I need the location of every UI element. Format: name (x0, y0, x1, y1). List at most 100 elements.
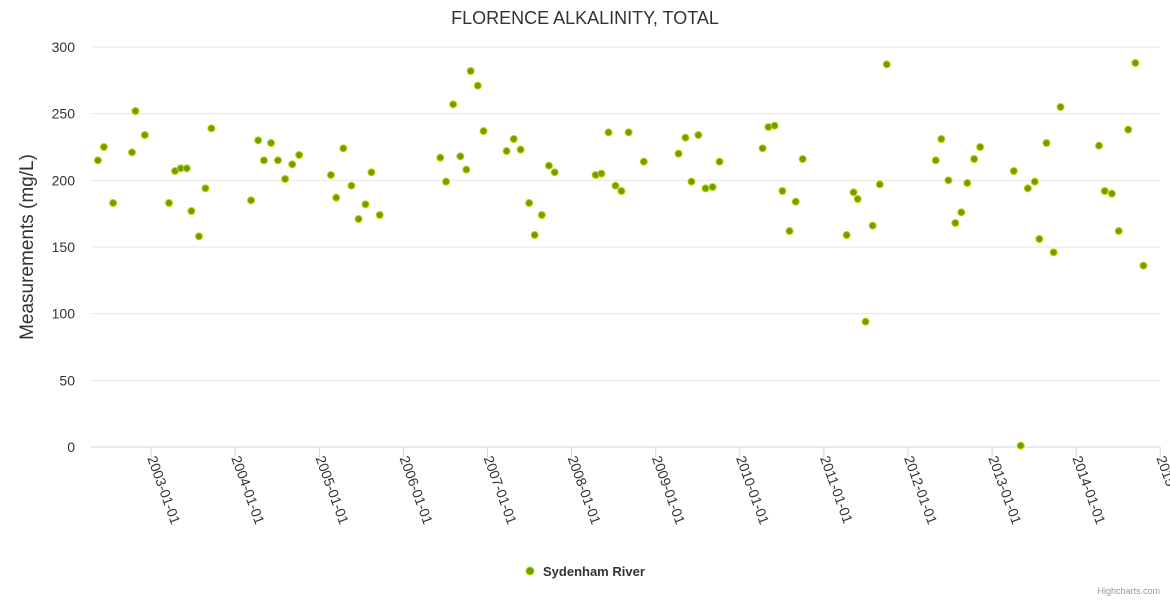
data-point[interactable] (347, 181, 356, 190)
data-point[interactable] (466, 67, 475, 75)
data-point[interactable] (201, 184, 210, 193)
data-point[interactable] (550, 168, 559, 177)
data-point[interactable] (247, 196, 256, 205)
data-point[interactable] (473, 81, 482, 90)
data-point[interactable] (93, 156, 102, 165)
data-point[interactable] (281, 175, 290, 183)
data-point[interactable] (701, 184, 710, 193)
data-point[interactable] (875, 180, 884, 189)
data-point[interactable] (254, 136, 263, 145)
data-point[interactable] (288, 160, 297, 169)
data-point[interactable] (367, 168, 376, 177)
data-point[interactable] (479, 127, 488, 135)
data-point[interactable] (127, 148, 136, 157)
data-point[interactable] (1100, 187, 1109, 195)
x-tick-label: 2008-01-01 (565, 454, 605, 527)
data-point[interactable] (617, 187, 626, 195)
data-point[interactable] (187, 207, 196, 215)
data-point[interactable] (798, 155, 807, 163)
data-point[interactable] (332, 193, 341, 202)
data-point[interactable] (544, 161, 553, 170)
data-point[interactable] (456, 152, 465, 161)
data-point[interactable] (1009, 167, 1018, 175)
data-point[interactable] (207, 124, 216, 133)
data-point[interactable] (1030, 177, 1039, 186)
data-point[interactable] (1042, 139, 1051, 147)
data-point[interactable] (681, 133, 690, 142)
data-point[interactable] (778, 187, 787, 195)
data-point[interactable] (326, 171, 335, 179)
x-tick-label: 2005-01-01 (313, 454, 353, 527)
data-point[interactable] (853, 195, 862, 203)
data-point[interactable] (516, 145, 525, 154)
data-point[interactable] (339, 144, 348, 153)
data-point[interactable] (295, 151, 304, 159)
data-point[interactable] (708, 183, 717, 191)
data-point[interactable] (273, 156, 282, 165)
y-gridlines (91, 46, 1160, 381)
data-point[interactable] (944, 176, 953, 185)
data-point[interactable] (525, 199, 534, 207)
data-point[interactable] (165, 199, 174, 207)
data-point[interactable] (1056, 103, 1065, 111)
data-point[interactable] (611, 181, 620, 190)
data-point[interactable] (604, 128, 613, 137)
data-point[interactable] (597, 169, 606, 178)
data-point[interactable] (449, 100, 458, 109)
data-point[interactable] (842, 231, 851, 239)
data-point[interactable] (937, 135, 946, 143)
data-point[interactable] (462, 165, 471, 174)
data-point[interactable] (687, 177, 696, 186)
data-point[interactable] (1049, 248, 1058, 257)
data-point[interactable] (694, 131, 703, 139)
data-point[interactable] (267, 139, 276, 147)
data-point[interactable] (674, 149, 683, 158)
data-point[interactable] (758, 144, 767, 153)
data-point[interactable] (99, 143, 108, 151)
data-point[interactable] (1035, 235, 1044, 243)
data-point[interactable] (1107, 189, 1116, 198)
data-point[interactable] (375, 211, 384, 219)
data-point[interactable] (785, 227, 794, 235)
data-point[interactable] (194, 232, 203, 241)
data-point[interactable] (1114, 227, 1123, 235)
data-point[interactable] (970, 155, 979, 163)
data-point[interactable] (182, 164, 191, 173)
data-point[interactable] (1139, 261, 1148, 270)
data-point[interactable] (1016, 441, 1025, 450)
data-point[interactable] (1023, 184, 1032, 193)
data-point[interactable] (1124, 125, 1133, 134)
data-point[interactable] (639, 157, 648, 166)
data-point[interactable] (868, 221, 877, 230)
data-point[interactable] (109, 199, 118, 207)
data-point[interactable] (951, 219, 960, 227)
data-point[interactable] (1131, 59, 1140, 67)
data-point[interactable] (791, 197, 800, 206)
data-point[interactable] (354, 215, 363, 223)
data-point[interactable] (436, 153, 445, 162)
data-point[interactable] (861, 317, 870, 326)
data-point[interactable] (537, 211, 546, 219)
data-point[interactable] (963, 179, 972, 187)
data-point[interactable] (882, 60, 891, 69)
data-point[interactable] (849, 188, 858, 197)
data-point[interactable] (976, 143, 985, 151)
data-point[interactable] (1094, 141, 1103, 150)
data-point[interactable] (509, 135, 518, 143)
data-point[interactable] (931, 156, 940, 165)
legend[interactable]: Sydenham River (525, 564, 645, 579)
data-point[interactable] (361, 200, 370, 209)
credits-link[interactable]: Highcharts.com (1097, 586, 1160, 596)
data-point[interactable] (770, 121, 779, 130)
legend-item-label[interactable]: Sydenham River (543, 564, 645, 579)
data-point[interactable] (502, 147, 511, 155)
data-point[interactable] (957, 208, 966, 217)
data-point[interactable] (530, 231, 539, 239)
data-point[interactable] (715, 157, 724, 166)
data-point[interactable] (624, 128, 633, 137)
data-point[interactable] (259, 156, 268, 165)
data-point[interactable] (140, 131, 149, 139)
data-point[interactable] (442, 177, 451, 186)
y-tick-label: 300 (52, 39, 76, 55)
data-point[interactable] (131, 107, 140, 115)
